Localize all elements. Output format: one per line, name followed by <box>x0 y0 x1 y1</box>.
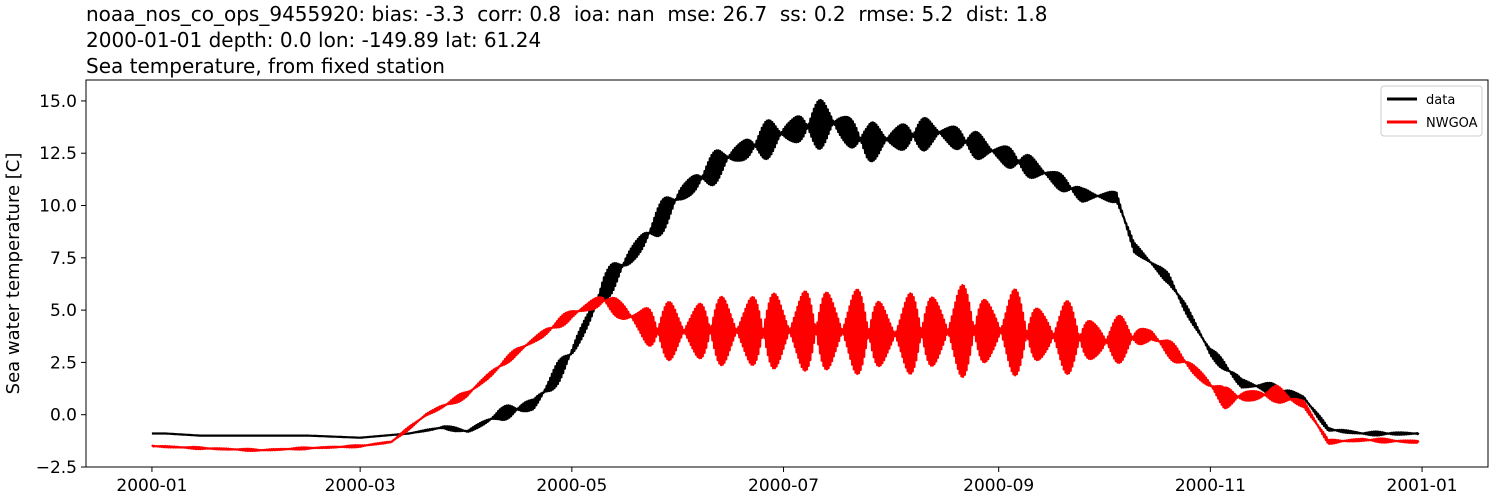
y-axis-label: Sea water temperature [C] <box>3 153 24 395</box>
x-tick-label: 2000-11 <box>1175 476 1246 496</box>
chart-title-line-2: 2000-01-01 depth: 0.0 lon: -149.89 lat: … <box>86 28 542 52</box>
x-tick-label: 2000-01 <box>116 476 187 496</box>
y-tick-label: 12.5 <box>39 144 77 164</box>
y-tick-label: 5.0 <box>50 301 77 321</box>
legend: data NWGOA <box>1380 85 1483 137</box>
x-axis: 2000-01 2000-03 2000-05 2000-07 2000-09 2000-… <box>116 467 1458 496</box>
chart-title-line-3: Sea temperature, from fixed station <box>86 54 445 78</box>
x-tick-label: 2000-05 <box>536 476 607 496</box>
x-tick-label: 2000-07 <box>748 476 819 496</box>
x-tick-label: 2000-09 <box>963 476 1034 496</box>
series-line-data <box>151 98 1420 439</box>
series-layer <box>151 98 1420 453</box>
y-tick-label: 2.5 <box>50 353 77 373</box>
chart-title-line-1: noaa_nos_co_ops_9455920: bias: -3.3 corr… <box>86 2 1048 26</box>
y-tick-label: 10.0 <box>39 197 77 217</box>
x-tick-label: 2000-03 <box>325 476 396 496</box>
y-tick-label: 7.5 <box>50 249 77 269</box>
y-tick-label: 15.0 <box>39 92 77 112</box>
y-axis: −2.5 0.0 2.5 5.0 7.5 10.0 12.5 15.0 <box>36 92 86 478</box>
legend-label-nwgoa: NWGOA <box>1426 116 1478 131</box>
series-line-nwgoa <box>151 284 1420 453</box>
legend-label-data: data <box>1426 93 1455 108</box>
plot-frame <box>85 79 1489 468</box>
y-tick-label: −2.5 <box>36 458 77 478</box>
x-tick-label: 2001-01 <box>1387 476 1458 496</box>
y-tick-label: 0.0 <box>50 406 77 426</box>
